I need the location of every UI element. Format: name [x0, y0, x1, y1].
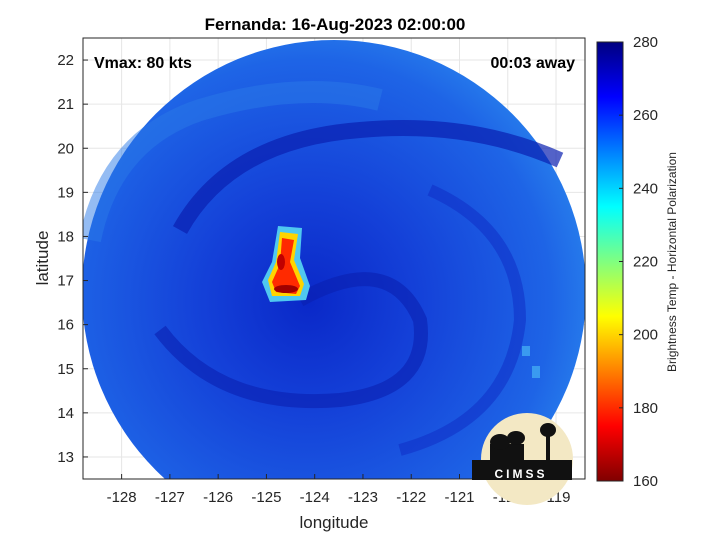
x-tick-label: -124 [300, 489, 330, 506]
x-axis-label: longitude [299, 513, 368, 532]
logo-tower [546, 436, 550, 462]
eyewall-core [274, 285, 298, 293]
x-tick-label: -121 [444, 489, 474, 506]
outer-rainband [83, 81, 383, 243]
spiral-band-north [173, 120, 564, 234]
vmax-annotation: Vmax: 80 kts [94, 55, 192, 72]
y-tick-label: 14 [57, 405, 74, 422]
colorbar-tick-label: 200 [633, 327, 658, 344]
colorbar-tick-label: 280 [633, 34, 658, 51]
y-tick-label: 17 [57, 273, 74, 290]
axes-frame [82, 37, 586, 480]
colorbar-label: Brightness Temp - Horizontal Polarizatio… [665, 152, 679, 372]
colorbar [596, 41, 624, 482]
y-tick-label: 16 [57, 317, 74, 334]
colorbar-tick-label: 160 [633, 473, 658, 490]
cimss-logo: CIMSS [472, 413, 573, 505]
x-tick-label: -128 [107, 489, 137, 506]
x-tick-label: -122 [396, 489, 426, 506]
colorbar-ticks: 160 180 200 220 240 260 280 [619, 34, 658, 490]
logo-tower-tank [540, 423, 556, 437]
y-axis-label: latitude [33, 231, 52, 286]
y-tick-label: 19 [57, 184, 74, 201]
x-tick-label: -127 [155, 489, 185, 506]
x-tick-label: -126 [203, 489, 233, 506]
colorbar-tick-label: 240 [633, 180, 658, 197]
logo-ground [472, 460, 572, 480]
y-axis-ticks: 13 14 15 16 17 18 19 20 21 22 [57, 52, 88, 466]
y-tick-label: 21 [57, 96, 74, 113]
x-tick-label: -125 [251, 489, 281, 506]
colorbar-tick-label: 180 [633, 400, 658, 417]
x-tick-label: -123 [348, 489, 378, 506]
edge-feature-2 [532, 366, 540, 378]
spiral-band-east [398, 184, 527, 456]
logo-dish-1 [490, 434, 510, 450]
swath-layer [83, 40, 585, 479]
y-tick-label: 20 [57, 140, 74, 157]
y-tick-label: 13 [57, 449, 74, 466]
logo-dish-2 [507, 431, 525, 445]
eyewall-core-north [277, 254, 285, 270]
edge-feature [522, 346, 530, 356]
colorbar-tick-label: 220 [633, 254, 658, 271]
colorbar-tick-label: 260 [633, 107, 658, 124]
spiral-band-inner [154, 272, 428, 409]
y-tick-label: 15 [57, 361, 74, 378]
y-tick-label: 18 [57, 228, 74, 245]
time-away-annotation: 00:03 away [490, 55, 575, 72]
chart-title: Fernanda: 16-Aug-2023 02:00:00 [205, 15, 466, 34]
logo-text: CIMSS [494, 467, 547, 481]
y-tick-label: 22 [57, 52, 74, 69]
eyewall-red [272, 238, 300, 294]
